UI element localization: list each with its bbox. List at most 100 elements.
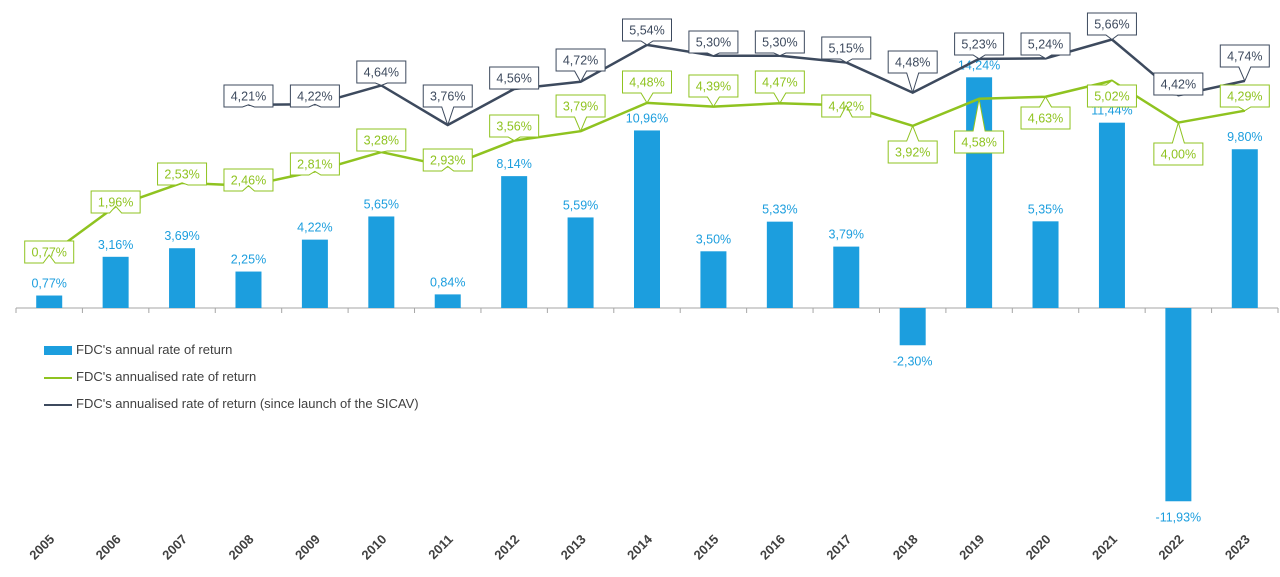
since-launch-callout-2012 xyxy=(489,66,540,90)
bar-label-2017: 3,79% xyxy=(829,228,864,242)
annualised-callout-label-2020: 4,63% xyxy=(1028,112,1063,126)
annualised-callout-label-2011: 2,93% xyxy=(430,154,465,168)
annualised-callout-label-2015: 4,39% xyxy=(696,80,731,94)
since-launch-callout-2019 xyxy=(954,32,1005,60)
x-tick-label-2015: 2015 xyxy=(690,532,721,563)
annualised-callout-2014 xyxy=(622,70,672,104)
since-launch-callout-2017 xyxy=(821,36,872,64)
annualised-callout-label-2012: 3,56% xyxy=(496,120,531,134)
bar-data-labels: 0,77% 3,16% 3,69% 2,25% 4,22% 5,65% 0,84% 8,14%… xyxy=(31,58,1262,524)
bar-2023 xyxy=(1231,149,1258,308)
x-tick-label-2012: 2012 xyxy=(491,532,522,563)
bar-label-2008: 2,25% xyxy=(231,253,266,267)
bar-label-2014: 10,96% xyxy=(626,111,668,125)
since-launch-callout-2014 xyxy=(622,18,672,46)
legend-swatch-annual-return xyxy=(44,346,72,355)
since-launch-callout-label-2017: 5,15% xyxy=(829,42,864,56)
since-launch-callout-label-2019: 5,23% xyxy=(961,38,996,52)
bar-2005 xyxy=(36,295,63,308)
x-tick-label-2009: 2009 xyxy=(292,532,323,563)
since-launch-callout-2022 xyxy=(1153,72,1204,96)
since-launch-callout-label-2013: 4,72% xyxy=(563,54,598,68)
annualised-callout-label-2013: 3,79% xyxy=(563,100,598,114)
since-launch-callout-label-2014: 5,54% xyxy=(629,24,664,38)
since-launch-callout-2009 xyxy=(289,84,340,108)
annualised-callout-2009 xyxy=(289,152,340,176)
since-launch-callout-label-2018: 4,48% xyxy=(895,56,930,70)
annualised-callout-label-2014: 4,48% xyxy=(629,76,664,90)
annualised-callout-label-2008: 2,46% xyxy=(231,174,266,188)
annualised-callout-2013 xyxy=(555,94,606,133)
since-launch-callout-label-2011: 3,76% xyxy=(430,90,465,104)
annualised-callout-2005 xyxy=(24,240,75,264)
x-tick-label-2011: 2011 xyxy=(425,532,456,563)
bar-2022 xyxy=(1165,308,1192,502)
x-tick-label-2021: 2021 xyxy=(1089,532,1120,563)
annualised-callout-label-2022: 4,00% xyxy=(1161,148,1196,162)
x-tick-label-2005: 2005 xyxy=(26,532,57,563)
bar-2006 xyxy=(102,256,129,308)
bar-2015 xyxy=(700,251,727,308)
bar-label-2010: 5,65% xyxy=(364,197,399,211)
bar-label-2019: 14,24% xyxy=(958,58,1000,72)
since-launch-callout-2021 xyxy=(1086,12,1137,41)
bar-label-2023: 9,80% xyxy=(1227,130,1262,144)
bar-2008 xyxy=(235,271,262,308)
annualised-callout-2023 xyxy=(1219,84,1270,112)
bar-2020 xyxy=(1032,221,1059,308)
since-launch-callout-label-2016: 5,30% xyxy=(762,36,797,50)
since-launch-callout-label-2009: 4,22% xyxy=(297,90,332,104)
since-launch-callout-2015 xyxy=(688,30,739,57)
bar-label-2009: 4,22% xyxy=(297,221,332,235)
line-data-callouts: 0,77% 1,96% 2,53% 2,46% 2,81% 3,28% 2,93% 3,56%… xyxy=(24,12,1270,264)
annualised-callout-label-2023: 4,29% xyxy=(1227,90,1262,104)
x-tick-label-2010: 2010 xyxy=(358,532,389,563)
annualised-callout-2017 xyxy=(821,94,872,118)
since-launch-callout-2020 xyxy=(1020,32,1071,59)
since-launch-callout-label-2021: 5,66% xyxy=(1094,18,1129,32)
since-launch-callout-label-2008: 4,21% xyxy=(231,90,266,104)
annualised-callout-label-2009: 2,81% xyxy=(297,158,332,172)
since-launch-callout-label-2015: 5,30% xyxy=(696,36,731,50)
annualised-callout-2007 xyxy=(157,162,208,186)
x-tick-label-2022: 2022 xyxy=(1155,532,1186,563)
annualised-callout-label-2021: 5,02% xyxy=(1094,90,1129,104)
x-tick-label-2023: 2023 xyxy=(1222,532,1253,563)
x-axis-tick-labels: 2005 2006 2007 2008 2009 2010 2011 2012 2013 2014… xyxy=(26,531,1253,563)
bar-label-2005: 0,77% xyxy=(31,277,66,291)
bar-label-2018: -2,30% xyxy=(893,354,933,368)
annualised-callout-label-2007: 2,53% xyxy=(164,168,199,182)
annualised-callout-2021 xyxy=(1086,80,1137,108)
since-launch-callout-2018 xyxy=(887,50,938,95)
since-launch-callout-2013 xyxy=(555,48,606,83)
bar-label-2006: 3,16% xyxy=(98,238,133,252)
annualised-callout-2012 xyxy=(489,114,540,142)
annualised-callout-2020 xyxy=(1020,95,1071,130)
bar-2017 xyxy=(833,246,860,308)
legend-label-annualised-return: FDC's annualised rate of return xyxy=(76,369,257,384)
bar-series xyxy=(36,77,1258,502)
legend-label-annual-return: FDC's annual rate of return xyxy=(76,342,233,357)
annualised-callout-2008 xyxy=(223,168,274,192)
x-tick-label-2013: 2013 xyxy=(558,532,589,563)
bar-label-2015: 3,50% xyxy=(696,232,731,246)
annualised-callout-label-2018: 3,92% xyxy=(895,146,930,160)
bar-2007 xyxy=(169,248,196,308)
bar-2014 xyxy=(634,130,660,308)
legend-swatch-annualised-return xyxy=(44,377,72,379)
x-tick-label-2008: 2008 xyxy=(226,532,257,563)
bar-2013 xyxy=(567,217,594,308)
since-launch-callout-2010 xyxy=(356,60,407,86)
bar-2021 xyxy=(1098,122,1125,308)
annualised-callout-label-2006: 1,96% xyxy=(98,196,133,210)
since-launch-callout-2016 xyxy=(754,30,805,57)
annualised-callout-label-2010: 3,28% xyxy=(364,134,399,148)
bar-2018 xyxy=(899,308,926,346)
bar-2011 xyxy=(434,294,461,308)
annualised-callout-2016 xyxy=(754,70,805,105)
annualised-callout-label-2005: 0,77% xyxy=(31,246,66,260)
x-tick-label-2006: 2006 xyxy=(93,532,124,563)
x-tick-label-2007: 2007 xyxy=(159,532,190,563)
x-tick-label-2018: 2018 xyxy=(890,532,921,563)
